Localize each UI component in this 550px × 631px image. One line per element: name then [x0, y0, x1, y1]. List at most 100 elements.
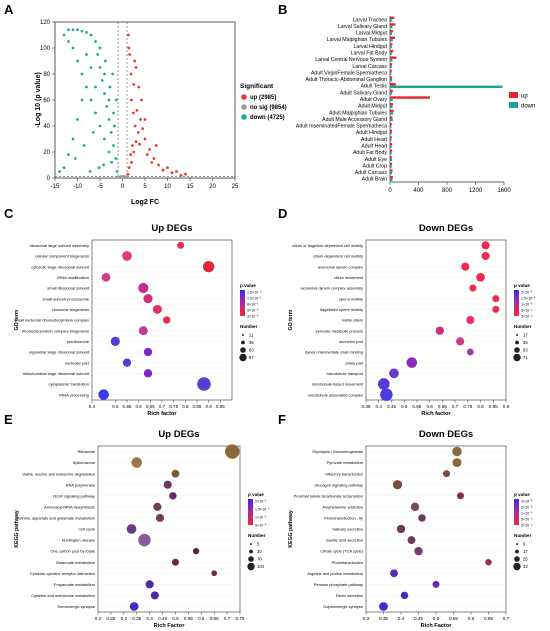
bubble-ribosomal-large-subunit-assembly	[177, 241, 185, 249]
x-tick-label: 0.9	[205, 404, 212, 409]
term-label: Propanoate metabolism	[54, 582, 95, 587]
point-up-2985	[126, 33, 130, 37]
bar-up	[390, 43, 393, 46]
x-tick-label: 0.7	[503, 616, 510, 621]
point-up-2985	[133, 124, 137, 128]
size-legend-dot	[516, 334, 518, 336]
bar-down	[390, 178, 393, 181]
x-tick-label: 1600	[497, 188, 511, 194]
x-tick-label: 0.35	[362, 404, 371, 409]
point-down-4725	[107, 150, 111, 154]
x-tick-label: 400	[413, 188, 424, 194]
y-tick-label: 100	[40, 46, 51, 52]
term-label: ribonucleoprotein complex biogenesis	[22, 328, 89, 333]
point-up-2985	[128, 53, 132, 56]
bubble-cilium-dependent-cell-motility	[481, 251, 490, 261]
bubble-aminoacyl-trna-biosynthesis	[153, 502, 162, 511]
bar-down	[390, 145, 392, 148]
point-down-4725	[96, 53, 100, 56]
bubble-dopaminergic-synapse	[379, 602, 388, 611]
term-label: Salivary secretion	[332, 527, 363, 532]
term-label: cilium-dependent cell motility	[313, 254, 363, 259]
color-legend-label: 5×10⁻⁴	[521, 518, 533, 522]
x-axis-label: Rich factor	[147, 411, 177, 417]
x-tick-label: 0	[121, 184, 125, 190]
bubble-microtubule-associated-complex	[380, 388, 393, 401]
x-tick-label: 0.3	[121, 616, 128, 621]
term-label: small nucleolar ribonucleoprotein comple…	[15, 318, 89, 323]
term-label: Pentose phosphate pathway	[314, 582, 363, 587]
term-label: small ribosomal subunit	[47, 286, 90, 291]
bar-up	[390, 36, 395, 39]
bubble-amphetamine-addiction	[410, 502, 420, 512]
point-down-4725	[98, 124, 102, 128]
point-up-2985	[141, 127, 145, 130]
term-label: Olfactory transduction	[325, 471, 363, 476]
term-label: axoneme part	[339, 339, 364, 344]
panel-letter-d: D	[278, 206, 287, 221]
bar-up	[390, 129, 393, 132]
point-up-2985	[130, 161, 133, 164]
x-tick-label: 0.7	[159, 404, 166, 409]
category-label: Adult Brain	[362, 177, 387, 183]
category-label: Adult InseminatedFemale Spermatheca	[296, 124, 387, 130]
point-down-4725	[76, 28, 79, 32]
size-legend-dot	[247, 562, 255, 571]
point-down-4725	[76, 118, 79, 121]
size-legend-title: Number	[248, 533, 266, 538]
point-down-4725	[115, 170, 119, 173]
bubble-rna-polymerase	[163, 480, 172, 489]
bubble-ciliary-part	[406, 357, 418, 368]
size-legend-label: 53	[523, 348, 528, 353]
bubble-olfactory-transduction	[442, 470, 451, 478]
point-up-2985	[143, 118, 147, 121]
point-up-2985	[139, 118, 142, 121]
color-legend-label: 5×10⁻³	[255, 524, 267, 528]
chart-title: Down DEGs	[419, 429, 473, 440]
bar-up	[390, 162, 393, 166]
point-down-4725	[107, 118, 111, 121]
x-tick-label: 0.3	[363, 616, 370, 621]
bar-down	[390, 52, 393, 55]
bar-down	[390, 158, 393, 162]
category-label: Adult Head	[361, 143, 387, 149]
bubble-propanoate-metabolism	[145, 580, 154, 589]
color-legend-label: 2×10⁻²	[255, 500, 267, 504]
bar-down	[390, 171, 393, 175]
bar-up	[390, 136, 392, 139]
term-label: Alanine, aspartate and glutamate metabol…	[17, 516, 95, 521]
bubble-vegf-signaling-pathway	[169, 492, 177, 500]
x-tick-label: 0.2	[95, 616, 102, 621]
x-tick-label: 800	[442, 188, 453, 194]
x-tick-label: 0.6	[468, 616, 475, 621]
x-tick-label: 0.85	[489, 404, 498, 409]
x-tick-label: 0.55	[412, 404, 421, 409]
term-label: axonemal dynein complex	[318, 264, 363, 269]
term-label: Ribosome	[77, 449, 95, 454]
term-label: Valine, leucine and isoleucine degradati…	[22, 471, 95, 476]
term-label: nucleolar part	[65, 360, 90, 365]
bar-up	[390, 49, 394, 53]
bubble-small-nucleolar-ribonucleoprotein-complex	[163, 316, 171, 324]
term-label: Cell cycle	[78, 527, 95, 532]
size-legend-title: Number	[514, 533, 532, 538]
term-label: Renin secretion	[336, 593, 363, 598]
panel-letter-b: B	[278, 2, 287, 17]
point-down-4725	[88, 170, 92, 173]
bar-up	[390, 23, 396, 26]
category-label: Larval Central Nervous System	[315, 57, 387, 63]
panel-letter-f: F	[278, 412, 286, 427]
point-up-2985	[132, 150, 136, 154]
color-legend-label: 2×10⁻³	[521, 506, 533, 510]
y-tick-label: 20	[43, 150, 50, 156]
size-legend-dot	[248, 556, 254, 562]
point-down-4725	[112, 111, 115, 115]
category-label: Adult Carcass	[355, 170, 388, 176]
point-up-2985	[131, 111, 135, 115]
category-label: Larval Salivary Gland	[338, 24, 387, 30]
x-tick-label: 0.7	[224, 616, 231, 621]
bar-up	[390, 96, 430, 99]
point-up-2985	[126, 172, 130, 176]
point-down-4725	[89, 66, 93, 69]
bubble-nucleolar-part	[122, 358, 132, 367]
